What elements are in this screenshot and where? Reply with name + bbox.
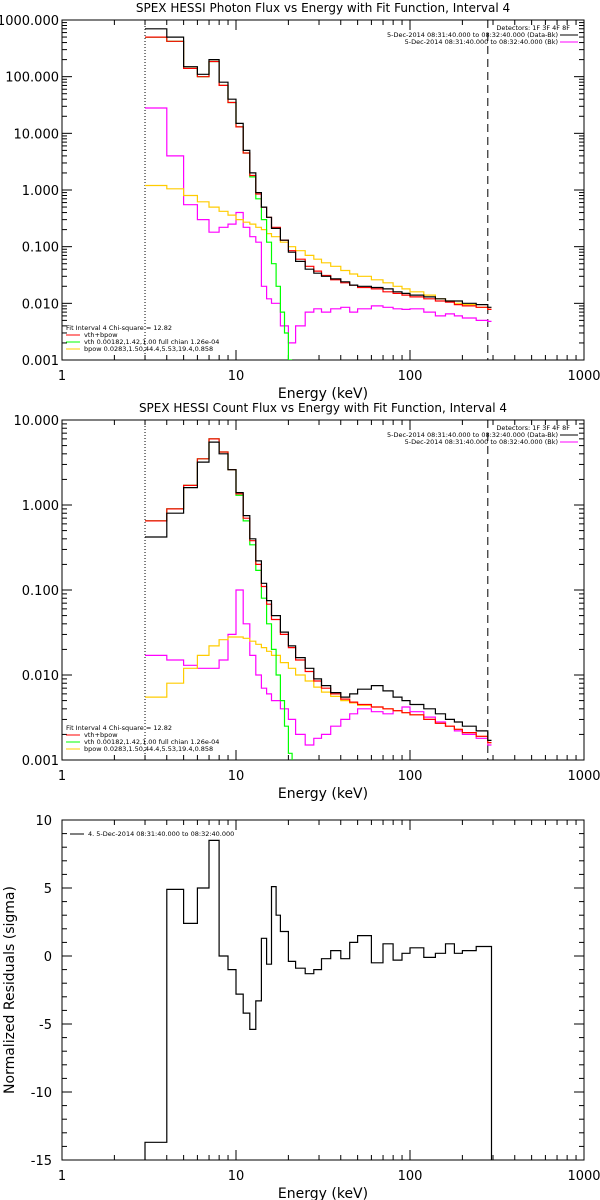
- x-axis-label: Energy (keV): [278, 386, 368, 402]
- y-tick-label: 10: [35, 814, 52, 829]
- chart-title: SPEX HESSI Photon Flux vs Energy with Fi…: [136, 1, 510, 15]
- legend-right-entry: 5-Dec-2014 08:31:40.000 to 08:32:40.000 …: [405, 38, 558, 46]
- y-tick-label: -5: [39, 1018, 52, 1033]
- x-tick-label: 1000: [567, 1169, 600, 1184]
- legend-left-entry: bpow 0.0283,1.50,44.4,5.53,19.4,0.858: [84, 345, 213, 353]
- y-tick-label: 0.010: [22, 669, 59, 684]
- y-tick-label: 0.100: [22, 584, 59, 599]
- x-tick-label: 1000: [567, 769, 600, 784]
- x-tick-label: 100: [398, 1169, 423, 1184]
- series-bkg-line: [145, 107, 492, 344]
- x-tick-label: 1: [58, 1169, 66, 1184]
- chart-title: SPEX HESSI Count Flux vs Energy with Fit…: [139, 401, 507, 415]
- y-tick-label: 1.000: [22, 184, 59, 199]
- legend-right-entry: 5-Dec-2014 08:31:40.000 to 08:32:40.000 …: [387, 431, 558, 439]
- legend-left-entry: 4. 5-Dec-2014 08:31:40.000 to 08:32:40.0…: [88, 830, 234, 838]
- x-tick-label: 10: [228, 369, 245, 384]
- legend-left-entry: vth+bpow: [84, 731, 118, 739]
- legend-left-entry: vth 0.00182,1.42,1.00 full chian 1.26e-0…: [84, 338, 219, 346]
- plot-frame: [61, 819, 585, 1161]
- legend-right-entry: 5-Dec-2014 08:31:40.000 to 08:32:40.000 …: [387, 31, 558, 39]
- legend-right-entry: Detectors: 1F 3F 4F 8F: [496, 424, 570, 432]
- x-axis-label: Energy (keV): [278, 786, 368, 802]
- x-tick-label: 1000: [567, 369, 600, 384]
- y-tick-label: 1.000: [22, 499, 59, 514]
- x-tick-label: 100: [398, 769, 423, 784]
- y-tick-label: 0.001: [22, 354, 59, 369]
- series-bkg-line: [145, 589, 492, 746]
- legend-left-entry: Fit Interval 4 Chi-square = 12.82: [66, 724, 172, 732]
- x-tick-label: 1: [58, 369, 66, 384]
- x-axis-label: Energy (keV): [278, 1186, 368, 1200]
- y-axis-label: Normalized Residuals (sigma): [2, 886, 18, 1094]
- series-data-line: [145, 28, 492, 308]
- y-tick-label: 5: [44, 882, 52, 897]
- x-tick-label: 1: [58, 769, 66, 784]
- legend-left-entry: bpow 0.0283,1.50,44.4,5.53,19.4,0.858: [84, 745, 213, 753]
- series-bpow-line: [145, 184, 492, 310]
- y-tick-label: 0.010: [22, 297, 59, 312]
- y-tick-label: -10: [31, 1086, 52, 1101]
- y-tick-label: 10.000: [14, 414, 60, 429]
- legend-left-entry: vth 0.00182,1.42,1.00 full chian 1.26e-0…: [84, 738, 219, 746]
- x-tick-label: 100: [398, 369, 423, 384]
- series-residuals-line: [144, 839, 493, 1160]
- y-tick-label: 0.100: [22, 241, 59, 256]
- y-tick-label: 0: [44, 950, 52, 965]
- y-tick-label: -15: [31, 1154, 52, 1169]
- x-tick-label: 10: [228, 769, 245, 784]
- legend-left-entry: Fit Interval 4 Chi-square = 12.82: [66, 324, 172, 332]
- y-tick-label: 100.000: [5, 71, 59, 86]
- legend-right-entry: 5-Dec-2014 08:31:40.000 to 08:32:40.000 …: [405, 438, 558, 446]
- legend-left-entry: vth+bpow: [84, 331, 118, 339]
- x-tick-label: 10: [228, 1169, 245, 1184]
- y-tick-label: 1000.000: [0, 14, 59, 29]
- y-tick-label: 10.000: [14, 127, 60, 142]
- legend-right-entry: Detectors: 1F 3F 4F 8F: [496, 24, 570, 32]
- y-tick-label: 0.001: [22, 754, 59, 769]
- series-data-line: [145, 441, 492, 741]
